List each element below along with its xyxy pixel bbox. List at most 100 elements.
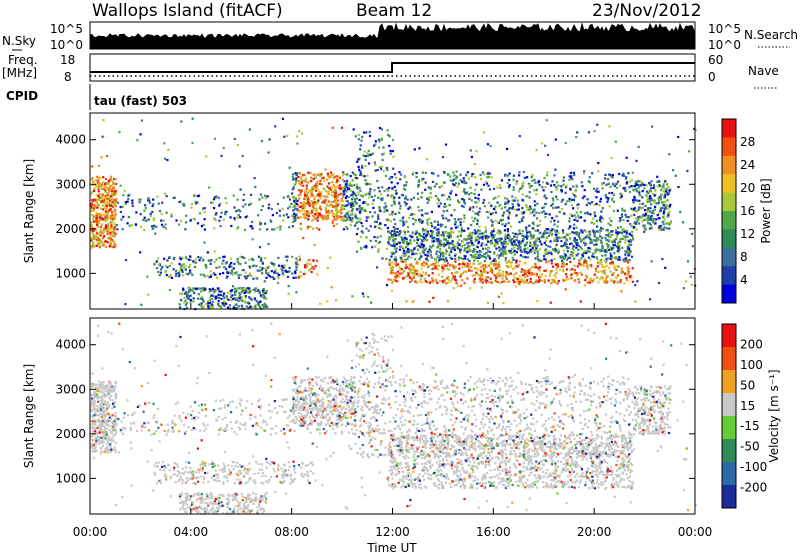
scatter-cell: [428, 281, 432, 284]
scatter-cell: [103, 235, 106, 238]
scatter-cell: [482, 247, 485, 250]
scatter-cell: [526, 281, 529, 284]
scatter-cell: [653, 194, 656, 197]
scatter-cell: [307, 215, 310, 218]
scatter-cell: [422, 244, 426, 247]
scatter-cell: [165, 195, 168, 198]
scatter-cell: [212, 295, 215, 298]
scatter-cell: [446, 239, 449, 242]
scatter-cell: [490, 233, 494, 236]
scatter-cell: [424, 271, 428, 274]
scatter-cell: [396, 227, 399, 230]
scatter-cell: [311, 187, 314, 191]
scatter-cell: [500, 247, 503, 250]
scatter-cell: [187, 290, 190, 293]
scatter-cell: [440, 184, 444, 188]
scatter-cell: [91, 227, 95, 230]
scatter-cell: [328, 175, 331, 178]
scatter-cell: [624, 250, 627, 253]
scatter-cell: [230, 294, 234, 297]
scatter-cell: [316, 201, 319, 204]
scatter-cell: [448, 204, 451, 207]
scatter-cell: [124, 202, 127, 205]
scatter-cell: [444, 264, 447, 267]
scatter-cell: [337, 215, 341, 218]
scatter-cell: [476, 267, 479, 271]
scatter-cell: [267, 207, 270, 210]
scatter-cell: [488, 235, 491, 239]
scatter-cell: [504, 238, 507, 241]
scatter-cell: [165, 211, 168, 214]
scatter-cell: [351, 205, 354, 208]
scatter-cell: [562, 261, 565, 264]
scatter-cell: [224, 210, 227, 214]
scatter-cell: [437, 231, 440, 234]
scatter-cell: [390, 194, 393, 197]
scatter-cell: [458, 263, 461, 266]
scatter-cell: [105, 447, 108, 450]
scatter-cell: [537, 180, 541, 183]
scatter-cell: [623, 272, 627, 275]
scatter-cell: [620, 269, 623, 272]
scatter-cell: [540, 243, 543, 246]
scatter-cell: [402, 230, 405, 233]
scatter-cell: [498, 281, 501, 284]
scatter-cell: [92, 238, 95, 241]
scatter-cell: [666, 204, 669, 207]
scatter-cell: [604, 236, 607, 240]
scatter-cell: [508, 178, 511, 182]
scatter-cell: [609, 174, 612, 177]
scatter-cell: [478, 207, 481, 210]
scatter-cell: [107, 227, 110, 230]
scatter-cell: [114, 382, 117, 385]
scatter-cell: [291, 173, 295, 176]
scatter-cell: [466, 277, 469, 280]
scatter-cell: [597, 260, 600, 263]
scatter-cell: [105, 205, 108, 208]
scatter-cell: [534, 240, 537, 243]
scatter-cell: [470, 244, 473, 247]
scatter-cell: [448, 234, 451, 237]
scatter-cell: [364, 165, 367, 168]
scatter-cell: [365, 182, 368, 185]
scatter-cell: [394, 279, 397, 282]
scatter-cell: [111, 180, 114, 183]
scatter-cell: [624, 260, 627, 263]
scatter-cell: [612, 243, 615, 246]
scatter-cell: [473, 281, 476, 284]
scatter-cell: [259, 306, 262, 309]
scatter-cell: [463, 214, 466, 217]
scatter-cell: [389, 152, 392, 155]
scatter-cell: [344, 199, 348, 202]
scatter-cell: [111, 239, 114, 242]
scatter-cell: [269, 219, 272, 222]
scatter-cell: [312, 227, 315, 230]
scatter-cell: [461, 204, 464, 208]
scatter-cell: [417, 274, 420, 278]
scatter-cell: [395, 247, 399, 250]
scatter-cell: [326, 210, 329, 213]
scatter-cell: [494, 259, 497, 262]
scatter-cell: [315, 185, 318, 189]
scatter-cell: [508, 213, 511, 216]
scatter-cell: [286, 134, 289, 137]
scatter-cell: [325, 211, 328, 214]
scatter-cell: [443, 202, 446, 205]
scatter-cell: [471, 231, 474, 234]
scatter-cell: [332, 177, 335, 180]
scatter-cell: [562, 179, 565, 182]
scatter-cell: [435, 228, 438, 231]
scatter-cell: [627, 246, 630, 249]
scatter-cell: [515, 265, 518, 268]
scatter-cell: [260, 269, 263, 272]
scatter-cell: [607, 244, 610, 247]
nave-tick-top: 60: [708, 53, 723, 67]
scatter-cell: [425, 228, 428, 231]
scatter-cell: [447, 275, 450, 278]
scatter-cell: [143, 209, 146, 212]
scatter-cell: [378, 126, 382, 130]
scatter-cell: [440, 258, 443, 261]
scatter-cell: [470, 239, 473, 242]
scatter-cell: [454, 182, 457, 185]
scatter-cell: [601, 227, 605, 230]
